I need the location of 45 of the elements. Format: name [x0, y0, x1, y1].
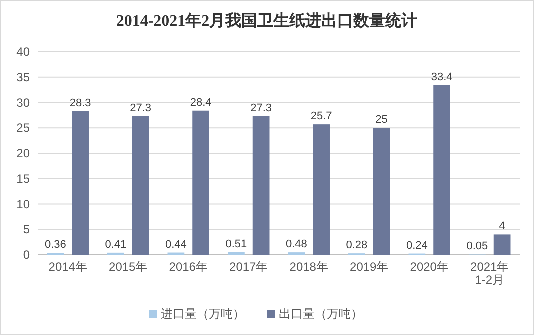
data-label: 0.05: [466, 240, 488, 253]
x-tick-label: 2018年: [290, 260, 328, 274]
data-label: 27.3: [250, 102, 272, 114]
x-tick-label: 2015年: [109, 260, 148, 274]
y-tick-label: 20: [16, 146, 30, 160]
bar: [313, 124, 330, 255]
bar: [434, 85, 450, 255]
bar: [132, 116, 150, 255]
y-tick-label: 35: [16, 70, 30, 84]
data-label: 28.3: [70, 97, 92, 110]
x-tick-label: 2021年 1-2月: [470, 260, 510, 287]
legend-label: 进口量（万吨）: [161, 307, 245, 321]
data-label: 25: [376, 114, 388, 126]
y-tick-label: 40: [16, 45, 30, 59]
data-label: 4: [499, 220, 506, 233]
data-label: 28.4: [190, 96, 212, 109]
bar: [228, 252, 245, 255]
legend-label: 出口量（万吨）: [279, 307, 363, 321]
x-tick-label: 2016年: [169, 260, 208, 274]
y-tick-label: 10: [16, 197, 30, 212]
data-label: 33.4: [431, 71, 453, 84]
y-tick-label: 15: [16, 172, 30, 186]
data-label: 0.51: [226, 238, 248, 250]
bar: [373, 128, 390, 255]
bar: [252, 116, 270, 255]
chart-title: 2014-2021年2月我国卫生纸进出口数量统计: [116, 12, 418, 30]
data-label: 25.7: [310, 110, 332, 123]
bar: [72, 111, 89, 255]
data-label: 0.44: [165, 238, 187, 251]
y-tick-label: 5: [23, 222, 30, 237]
data-label: 0.24: [406, 240, 428, 252]
y-tick-label: 0: [23, 248, 30, 262]
data-label: 27.3: [130, 102, 152, 114]
x-tick-label: 2014年: [48, 260, 88, 274]
data-label: 0.28: [346, 240, 368, 252]
data-label: 0.48: [286, 238, 308, 251]
y-tick-label: 30: [16, 96, 30, 110]
x-tick-label: 2017年: [230, 260, 268, 274]
data-label: 0.41: [105, 238, 127, 251]
bar: [192, 110, 210, 255]
x-tick-label: 2019年: [350, 260, 389, 274]
data-label: 0.36: [44, 239, 66, 252]
y-tick-label: 25: [16, 121, 30, 136]
x-tick-label: 2020年: [410, 260, 449, 274]
bar: [494, 234, 511, 255]
